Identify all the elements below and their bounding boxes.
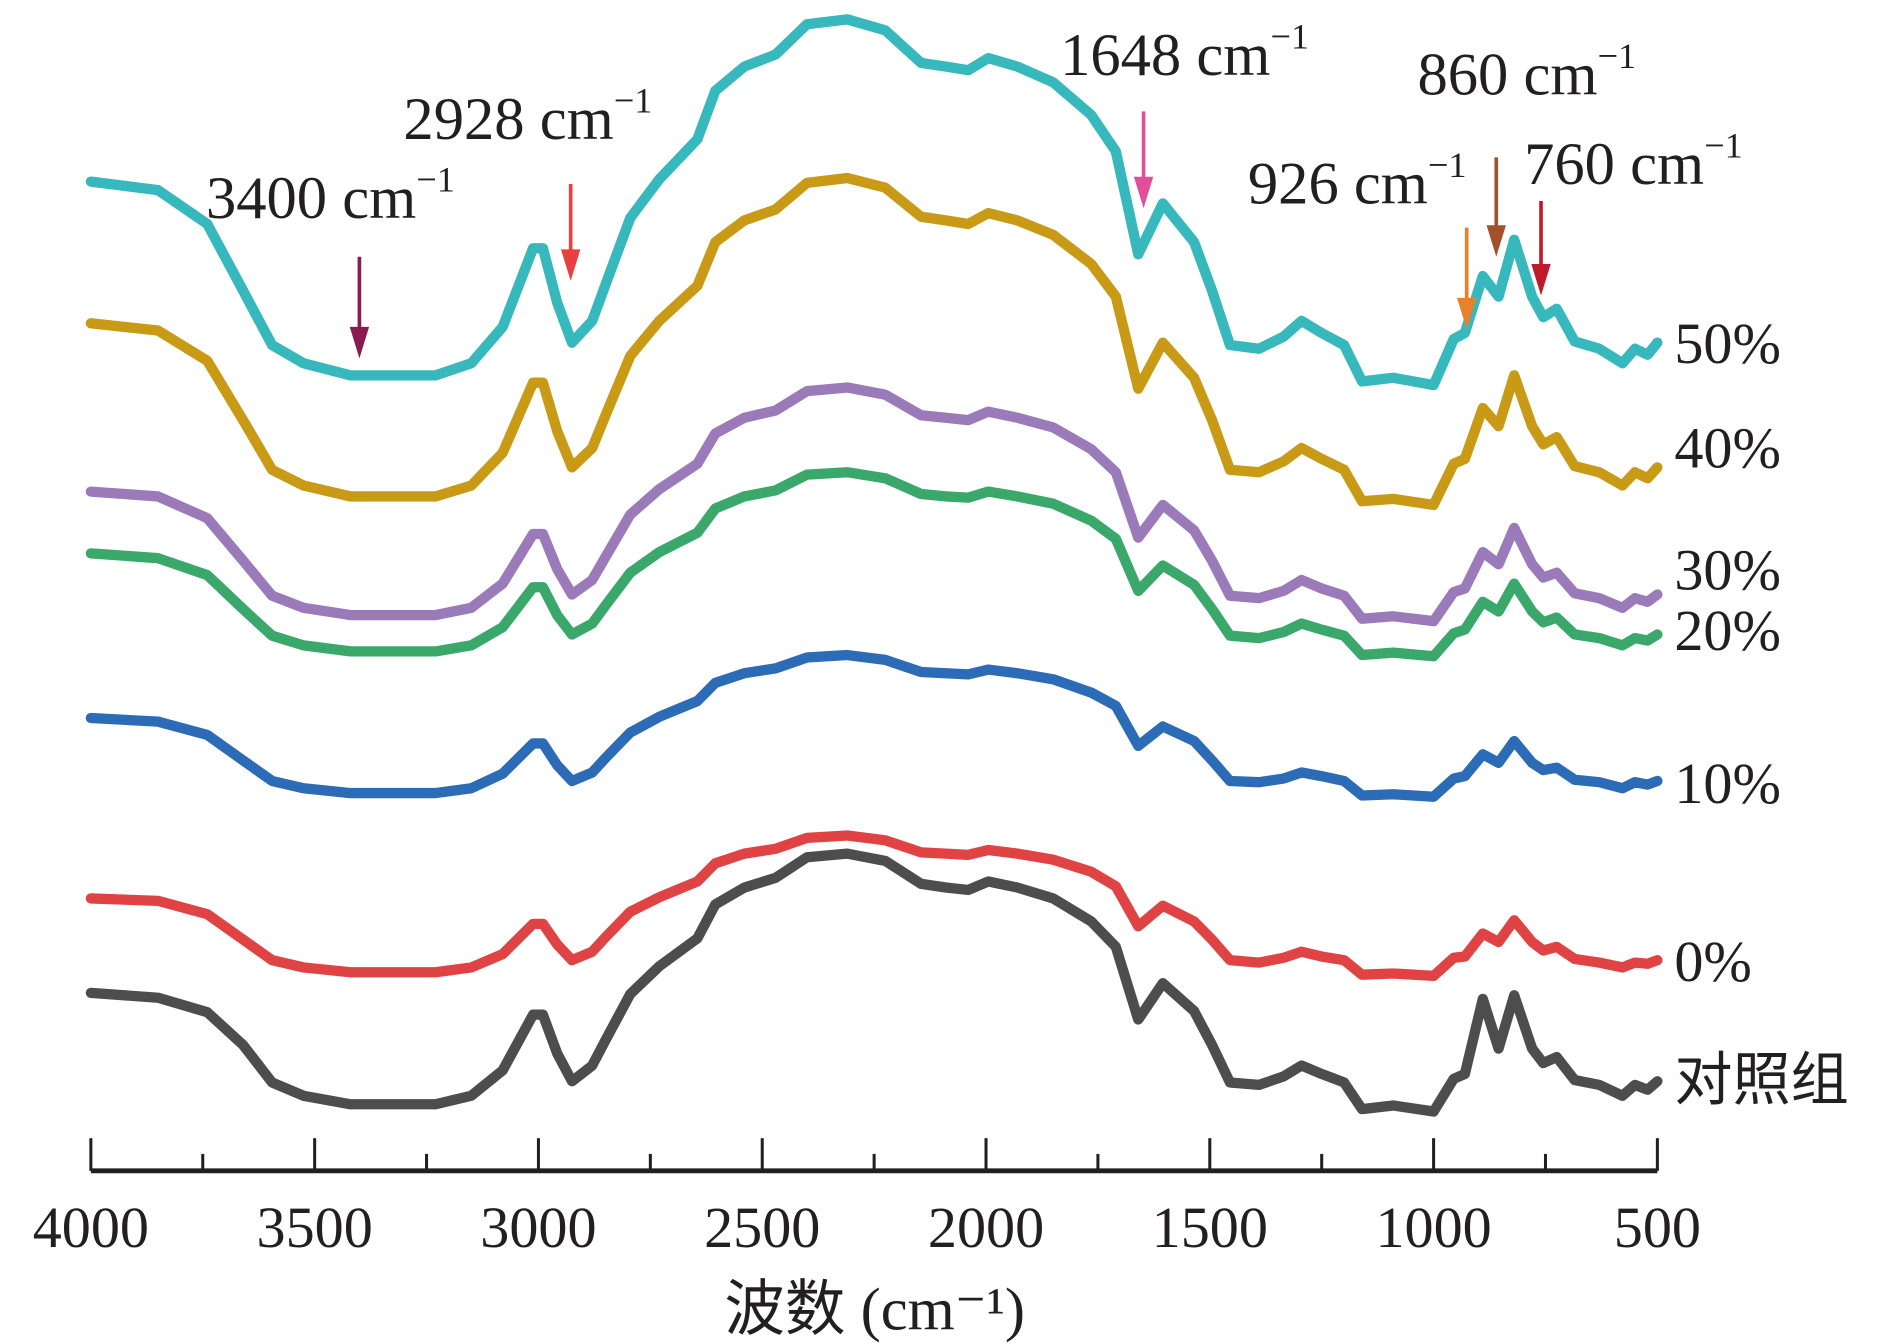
annotation-860: 860 cm−1 [1418,36,1637,257]
series-label-4: 10% [1674,751,1781,816]
series-labels: 50% 40% 30%20% 10% 0% 对照组 [1674,311,1848,1112]
arrow-down-icon [560,249,581,281]
x-tick-label: 3500 [257,1195,373,1260]
series-label-2: 30% [1674,538,1781,603]
series-line-0 [85,14,1663,391]
annotation-1648: 1648 cm−1 [1060,16,1309,209]
annotation-2928: 2928 cm−1 [403,81,652,281]
annotation-760: 760 cm−1 [1524,125,1743,296]
series-label-5: 0% [1674,929,1752,994]
arrow-down-icon [1531,263,1551,296]
x-tick-label: 1500 [1152,1195,1268,1260]
arrow-down-icon [1133,176,1154,209]
annotation-3400: 3400 cm−1 [206,159,455,359]
series-label-3: 20% [1674,598,1781,663]
series-line-5 [85,830,1663,982]
x-tick-label: 500 [1614,1195,1701,1260]
series-line-2 [85,382,1663,627]
series-label-0: 50% [1674,311,1781,376]
x-tick-label: 1000 [1375,1195,1491,1260]
annotation-label-5: 760 cm−1 [1524,125,1743,198]
annotation-label-3: 926 cm−1 [1248,145,1467,218]
arrow-down-icon [1457,297,1477,330]
annotation-label-2: 1648 cm−1 [1060,16,1309,89]
arrow-down-icon [349,326,370,359]
series-curves [85,14,1663,1117]
series-line-3 [85,467,1663,662]
annotation-926: 926 cm−1 [1248,145,1477,330]
arrow-down-icon [1486,225,1506,257]
series-label-6: 对照组 [1674,1047,1848,1112]
series-line-6 [85,848,1663,1117]
x-axis: 4000 3500 3000 2500 2000 1500 1000 500 波数 (cm⁻¹… [33,1138,1701,1343]
x-tick-label: 2000 [928,1195,1044,1260]
x-axis-ticks [89,1138,1659,1171]
annotation-label-1: 2928 cm−1 [403,81,652,154]
x-tick-label: 4000 [33,1195,149,1260]
series-line-4 [85,649,1663,802]
x-tick-label: 2500 [704,1195,820,1260]
annotation-label-4: 860 cm−1 [1418,36,1637,109]
x-axis-tick-labels: 4000 3500 3000 2500 2000 1500 1000 500 [33,1195,1701,1260]
annotation-label-0: 3400 cm−1 [206,159,455,232]
x-tick-label: 3000 [480,1195,596,1260]
series-line-1 [85,172,1663,511]
series-label-1: 40% [1674,415,1781,480]
x-axis-label: 波数 (cm⁻¹) [724,1276,1025,1343]
